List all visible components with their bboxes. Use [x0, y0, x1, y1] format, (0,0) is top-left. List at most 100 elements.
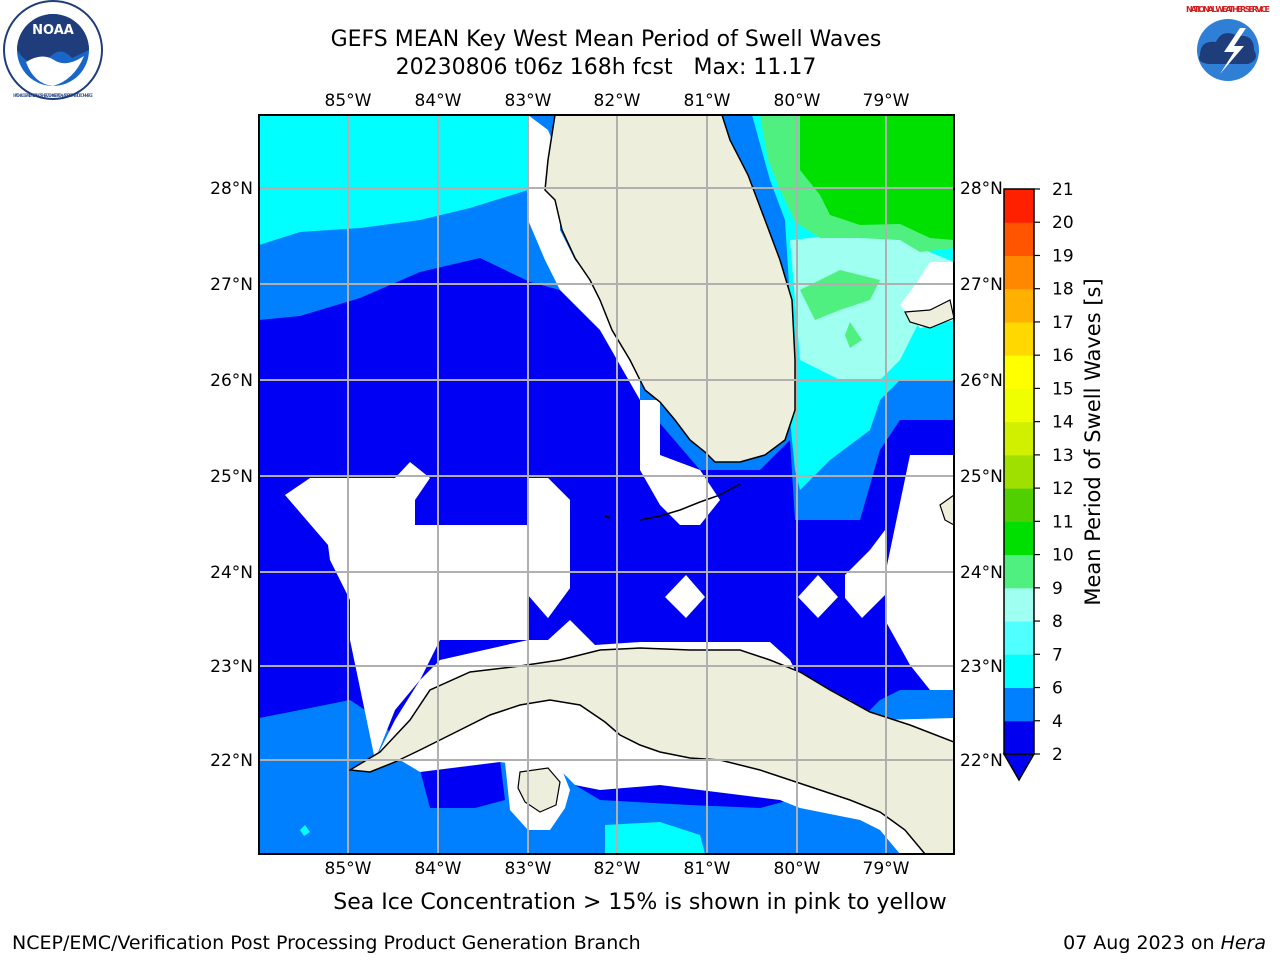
colorbar-tick-label: 12 [1052, 479, 1074, 499]
colorbar-tick-label: 8 [1052, 612, 1063, 632]
colorbar-segment [1004, 687, 1034, 722]
page-title: GEFS MEAN Key West Mean Period of Swell … [330, 27, 882, 52]
colorbar-segment [1004, 587, 1034, 622]
masked-area-east-1 [845, 530, 885, 618]
lat-label-left: 23°N [210, 657, 253, 677]
footer-host: Hera [1220, 932, 1266, 954]
lon-label-top: 85°W [325, 91, 372, 111]
florida-keys [639, 483, 741, 521]
colorbar-segment [1004, 421, 1034, 456]
colorbar-tick-label: 16 [1052, 346, 1074, 366]
nws-logo: NATIONAL WEATHER SERVICE [1178, 0, 1278, 100]
colorbar-tick-label: 10 [1052, 546, 1074, 566]
lat-label-right: 23°N [960, 657, 1003, 677]
lat-label-right: 25°N [960, 467, 1003, 487]
land-cuba [347, 647, 954, 854]
colorbar-segment [1004, 255, 1034, 290]
colorbar-tick-label: 18 [1052, 280, 1074, 300]
colorbar-extend-arrow [1002, 753, 1036, 782]
graticule [259, 115, 954, 854]
page-subtitle: 20230806 t06z 168h fcst Max: 11.17 [395, 55, 817, 80]
noaa-logo-text: NOAA [32, 23, 74, 38]
colorbar-segment [1004, 521, 1034, 556]
nws-logo-text: NATIONAL WEATHER SERVICE [1186, 5, 1270, 14]
ocean-layer-6-7-spot [300, 825, 310, 836]
colorbar-tick-label: 9 [1052, 579, 1063, 599]
colorbar-tick-label: 15 [1052, 379, 1074, 399]
lat-label-right: 22°N [960, 751, 1003, 771]
land-florida [544, 115, 796, 463]
lon-label-bottom: 81°W [684, 859, 731, 879]
colorbar-tick-label: 21 [1052, 180, 1074, 200]
colorbar-tick-label: 20 [1052, 213, 1074, 233]
ocean-layer-6-7-south [605, 822, 705, 854]
colorbar-segment [1004, 288, 1034, 323]
land-grand-bahama [904, 299, 954, 329]
footer-date-text: 07 Aug 2023 on [1063, 932, 1221, 954]
lat-label-right: 24°N [960, 563, 1003, 583]
colorbar-segment [1004, 454, 1034, 489]
masked-area-west [285, 462, 570, 760]
masked-area-florida-bay [640, 400, 720, 525]
lon-label-bottom: 80°W [774, 859, 821, 879]
noaa-logo: NOAA NATIONAL OCEANIC AND ATMOSPHERIC AD… [2, 0, 104, 102]
ocean-layer-6-7 [259, 115, 528, 245]
lon-label-bottom: 79°W [863, 859, 910, 879]
colorbar-tick-label: 13 [1052, 446, 1074, 466]
colorbar-segment [1004, 189, 1034, 223]
lon-label-top: 82°W [594, 91, 641, 111]
colorbar: 2 4 6 7 8 9 10 11 12 13 14 15 16 17 18 19 20 21 Mean Peri… [1002, 180, 1105, 782]
lat-label-right: 26°N [960, 371, 1003, 391]
colorbar-segment [1004, 621, 1034, 655]
ocean-layer-9-10-spot [845, 322, 862, 348]
colorbar-segment [1004, 488, 1034, 522]
lon-label-top: 83°W [505, 91, 552, 111]
colorbar-segment [1004, 720, 1034, 755]
colorbar-segment [1004, 388, 1034, 423]
colorbar-segment [1004, 554, 1034, 589]
lon-label-top: 80°W [774, 91, 821, 111]
colorbar-tick-label: 11 [1052, 512, 1074, 532]
colorbar-tick-label: 19 [1052, 246, 1074, 266]
ocean-layer-10-11 [800, 115, 954, 240]
footer-credit: NCEP/EMC/Verification Post Processing Pr… [12, 932, 641, 954]
colorbar-tick-label: 4 [1052, 712, 1063, 732]
masked-area-diamond-2 [665, 575, 705, 618]
lon-label-bottom: 84°W [415, 859, 462, 879]
masked-area-diamond [528, 478, 570, 618]
lat-label-right: 28°N [960, 179, 1003, 199]
lon-label-bottom: 85°W [325, 859, 372, 879]
lon-label-top: 81°W [684, 91, 731, 111]
colorbar-tick-label: 6 [1052, 679, 1063, 699]
colorbar-tick-label: 14 [1052, 413, 1074, 433]
lon-label-top: 84°W [415, 91, 462, 111]
colorbar-segments [1002, 188, 1036, 782]
lat-label-left: 27°N [210, 275, 253, 295]
lat-label-left: 22°N [210, 751, 253, 771]
lon-label-top: 79°W [863, 91, 910, 111]
lon-label-bottom: 83°W [505, 859, 552, 879]
colorbar-segment [1004, 321, 1034, 356]
colorbar-label: Mean Period of Swell Waves [s] [1081, 278, 1105, 605]
colorbar-segment [1004, 654, 1034, 689]
land-andros [939, 494, 954, 526]
lat-label-right: 27°N [960, 275, 1003, 295]
colorbar-ticks: 2 4 6 7 8 9 10 11 12 13 14 15 16 17 18 19 20 21 [1034, 180, 1074, 765]
colorbar-segment [1004, 355, 1034, 389]
lat-label-left: 26°N [210, 371, 253, 391]
ocean-layer-9-10 [800, 270, 880, 320]
sea-ice-caption: Sea Ice Concentration > 15% is shown in … [333, 890, 947, 915]
colorbar-tick-label: 17 [1052, 313, 1074, 333]
ocean-layer-8-9 [790, 235, 954, 380]
noaa-ring-text: NATIONAL OCEANIC AND ATMOSPHERIC ADMINIS… [13, 93, 93, 98]
colorbar-frame [1003, 188, 1035, 755]
lat-label-left: 25°N [210, 467, 253, 487]
lat-label-left: 28°N [210, 179, 253, 199]
lat-label-left: 24°N [210, 563, 253, 583]
footer-date: 07 Aug 2023 on Hera [1063, 932, 1266, 954]
lon-label-bottom: 82°W [594, 859, 641, 879]
map-frame [258, 114, 955, 855]
masked-area-diamond-3 [798, 575, 838, 618]
colorbar-segment [1004, 222, 1034, 256]
